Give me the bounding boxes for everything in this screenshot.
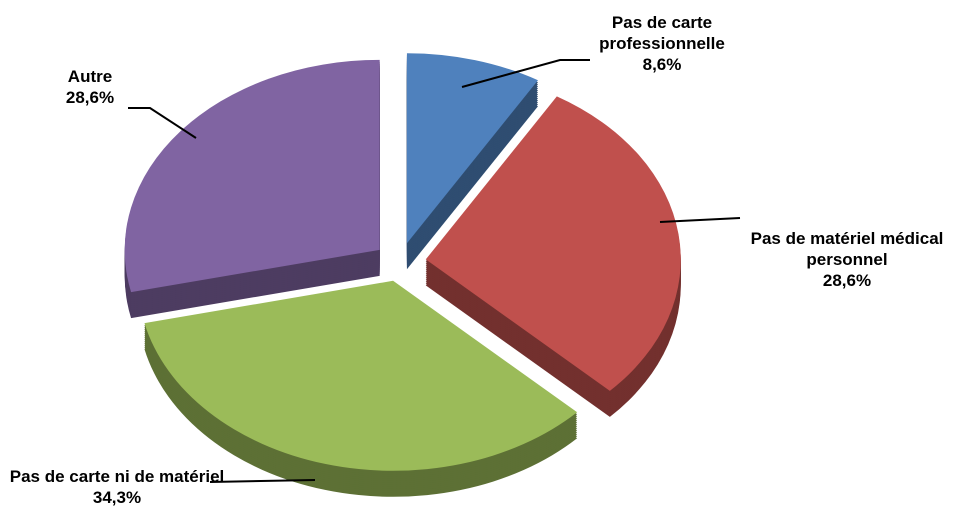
leader-line [461, 59, 590, 88]
slice [406, 53, 538, 244]
slice [144, 280, 578, 471]
value-label: 34,3% [92, 488, 142, 507]
slice [425, 96, 681, 391]
slice-label: Pas de matériel médical personnel 28,6% [742, 228, 952, 291]
slice-label: Pas de carte ni de matériel 34,3% [2, 466, 232, 508]
category-label: Pas de carte professionnelle [599, 13, 725, 53]
category-label: Pas de matériel médical personnel [750, 229, 944, 269]
value-label: 28,6% [822, 271, 872, 290]
slices [124, 53, 681, 497]
leader-line [209, 479, 316, 483]
value-label: 28,6% [65, 88, 115, 107]
leader-lines [128, 59, 741, 483]
category-label: Autre [67, 67, 113, 86]
slice-label: Autre 28,6% [40, 66, 140, 108]
leader-line [659, 217, 741, 223]
slice-label: Pas de carte professionnelle 8,6% [572, 12, 752, 75]
value-label: 8,6% [642, 55, 682, 74]
category-label: Pas de carte ni de matériel [9, 467, 225, 486]
slice [124, 59, 380, 293]
leader-line [128, 107, 197, 139]
